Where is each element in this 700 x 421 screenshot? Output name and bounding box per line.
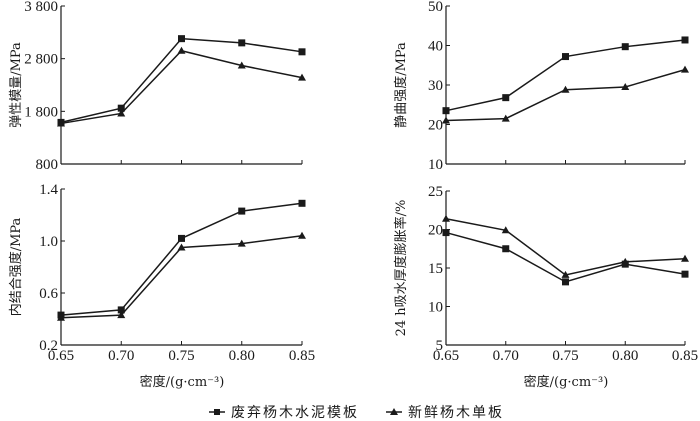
data-point-square [298, 48, 306, 56]
data-point-square [442, 229, 450, 237]
legend: 废弃杨木水泥模板 新鲜杨木单板 [209, 405, 504, 421]
data-point-square [178, 234, 185, 242]
chart-panel-thickness-swelling: 5 10 15 20 25 0.65 0.70 0.75 0.80 0.85 24 h吸水厚度膨胀率… [393, 184, 698, 390]
data-point-square [502, 94, 510, 102]
y-axis-title: 弹性模量/MPa [9, 42, 24, 128]
y-tick-label: 50 [428, 0, 443, 15]
chart-panel-elastic-modulus: 800 1 800 2 800 3 800 弹性模量/MPa [9, 0, 306, 173]
data-point-square [681, 36, 689, 44]
series-line-1 [445, 39, 686, 112]
y-tick-label: 5 [436, 338, 444, 354]
x-tick-label: 0.80 [229, 348, 255, 364]
y-tick-label: 10 [428, 157, 443, 173]
y-tick-label: 1.0 [39, 234, 58, 250]
legend-label-series-2: 新鲜杨木单板 [408, 405, 504, 421]
data-point-square [117, 306, 125, 314]
legend-marker-square [214, 409, 220, 415]
y-tick-label: 1 800 [24, 104, 58, 120]
x-tick-label: 0.75 [168, 348, 194, 364]
data-point-square [562, 53, 569, 61]
series-line-1 [60, 202, 303, 316]
data-point-triangle [117, 109, 126, 117]
x-tick-label: 0.85 [672, 348, 698, 364]
data-point-triangle [621, 257, 630, 265]
y-axis-title: 24 h吸水厚度膨胀率/% [393, 200, 409, 337]
data-point-triangle [561, 85, 570, 93]
data-point-triangle [501, 226, 510, 234]
data-point-triangle [501, 114, 510, 122]
x-tick-label: 0.80 [612, 348, 638, 364]
y-tick-label: 2 800 [24, 52, 58, 68]
y-axis-title: 内结合强度/MPa [8, 217, 24, 316]
data-point-square [681, 270, 689, 278]
chart-panel-internal-bond-strength: 0.2 0.6 1.0 1.4 0.65 0.70 0.75 0.80 0.85 内结合强度/MP… [8, 182, 315, 390]
data-point-triangle [298, 231, 306, 239]
data-point-square [238, 207, 246, 215]
data-point-triangle [57, 313, 65, 321]
data-point-triangle [57, 119, 65, 127]
y-tick-label: 800 [36, 157, 59, 173]
data-point-square [621, 43, 629, 51]
data-point-square [117, 104, 125, 112]
data-point-square [238, 39, 246, 47]
data-point-square [298, 199, 306, 207]
x-axis-title: 密度/(g·cm⁻³) [140, 374, 225, 390]
data-point-triangle [237, 239, 246, 247]
x-tick-label: 0.70 [108, 348, 134, 364]
data-point-square [178, 35, 185, 43]
data-point-square [562, 278, 569, 286]
y-tick-label: 0.6 [39, 286, 58, 302]
chart-panel-static-bending-strength: 10 20 30 40 50 静曲强度/MPa [393, 0, 689, 173]
x-tick-label: 0.75 [552, 348, 578, 364]
legend-marker-triangle [390, 408, 398, 415]
legend-label-series-1: 废弃杨木水泥模板 [231, 405, 359, 421]
data-point-triangle [561, 270, 570, 278]
data-point-triangle [681, 65, 689, 73]
data-point-triangle [177, 243, 186, 251]
data-point-triangle [177, 46, 186, 54]
y-tick-label: 10 [428, 300, 443, 316]
data-point-triangle [621, 82, 630, 90]
data-point-square [442, 107, 450, 115]
data-point-triangle [681, 254, 689, 262]
series-line-2 [445, 68, 686, 122]
y-tick-label: 30 [428, 78, 443, 94]
data-point-square [502, 245, 510, 253]
x-tick-label: 0.70 [493, 348, 519, 364]
series-line-2 [445, 217, 686, 276]
data-point-triangle [117, 311, 126, 319]
y-tick-label: 25 [428, 184, 443, 200]
data-point-triangle [298, 73, 306, 81]
data-point-triangle [442, 214, 450, 222]
y-tick-label: 0.2 [39, 338, 58, 354]
y-tick-label: 15 [428, 261, 443, 277]
y-tick-label: 20 [428, 118, 443, 134]
y-tick-label: 40 [428, 39, 443, 55]
data-point-triangle [442, 116, 450, 124]
y-tick-label: 3 800 [24, 0, 58, 15]
x-tick-label: 0.65 [48, 348, 74, 364]
x-tick-label: 0.85 [289, 348, 315, 364]
y-tick-label: 1.4 [39, 182, 58, 198]
x-axis-title: 密度/(g·cm⁻³) [524, 374, 609, 390]
x-tick-label: 0.65 [433, 348, 459, 364]
series-line-2 [60, 49, 303, 125]
data-point-triangle [237, 61, 246, 69]
y-tick-label: 20 [428, 223, 443, 239]
y-axis-title: 静曲强度/MPa [393, 42, 409, 128]
